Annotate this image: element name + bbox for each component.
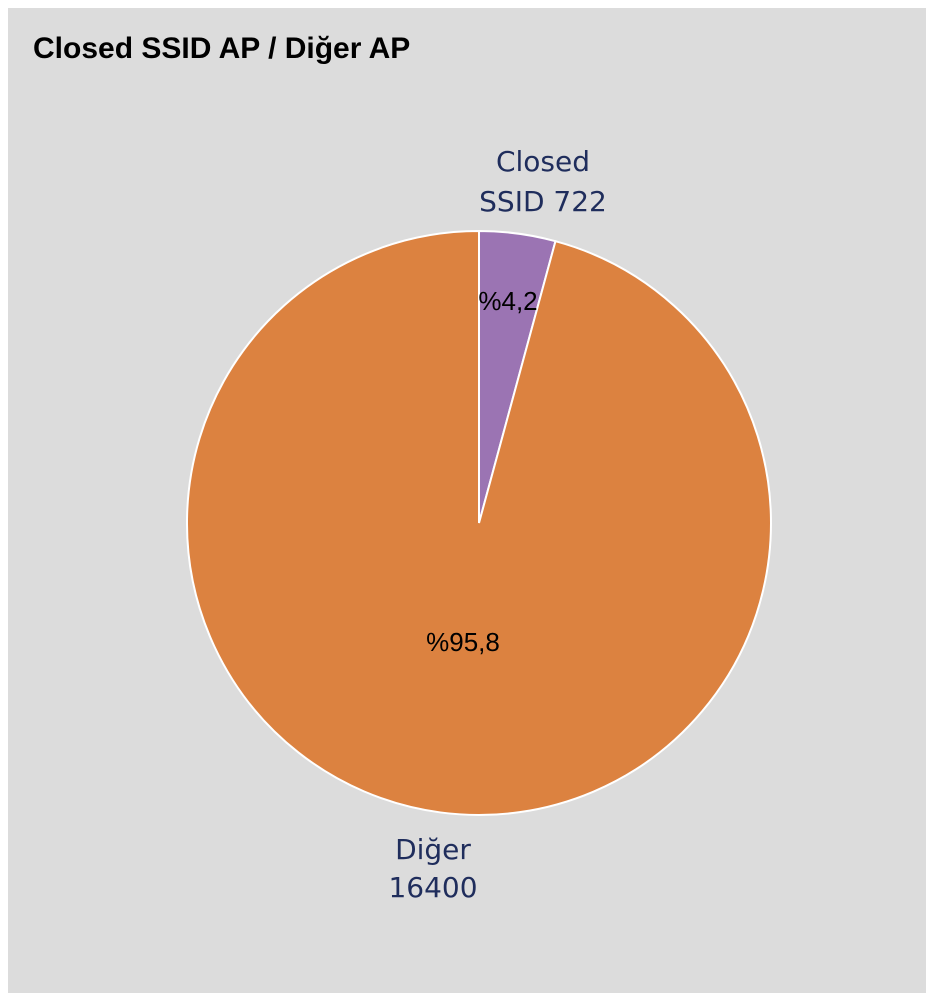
percent-label-diger: %95,8 [426,627,500,657]
category-label-closed-ssid: Closed SSID 722 [479,145,607,218]
pie-slice-diger [186,229,772,816]
percent-label-closed-ssid: %4,2 [478,286,537,316]
chart-area: Closed SSID AP / Diğer AP Closed SSID 722… [8,8,926,993]
pie-chart: Closed SSID 722 %4,2 Diğer 16400 %95,8 [186,145,772,904]
category-label-diger: Diğer 16400 [388,833,477,904]
chart-title: Closed SSID AP / Diğer AP [33,32,411,65]
